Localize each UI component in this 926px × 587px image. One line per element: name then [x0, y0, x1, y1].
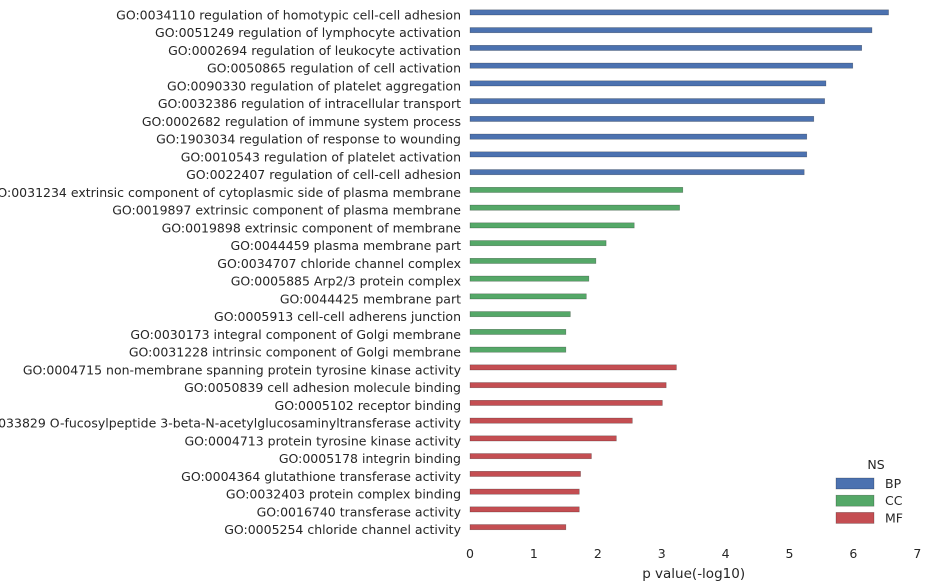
legend-title: NS	[867, 457, 884, 472]
bar-bp	[469, 133, 808, 140]
legend-label-bp: BP	[885, 476, 902, 491]
category-label: GO:0004713 protein tyrosine kinase activ…	[185, 433, 462, 448]
x-tick-label: 0	[466, 546, 474, 561]
category-label: GO:0005885 Arp2/3 protein complex	[231, 274, 461, 289]
category-label: GO:0010543 regulation of platelet activa…	[181, 149, 461, 164]
bar-bp	[469, 116, 815, 122]
category-label: GO:0004364 glutathione transferase activ…	[181, 469, 461, 484]
x-tick-label: 4	[722, 546, 730, 561]
x-tick-label: 3	[658, 546, 666, 561]
bar-cc	[469, 311, 571, 318]
category-label: GO:0022407 regulation of cell-cell adhes…	[186, 167, 461, 182]
bar-cc	[469, 346, 567, 353]
category-label: GO:0005102 receptor binding	[275, 398, 461, 413]
x-tick-label: 1	[530, 546, 538, 561]
x-tick-label: 6	[849, 546, 857, 561]
bar-mf	[469, 382, 667, 389]
x-axis-ticks: 0 1 2 3 4 5 6 7	[466, 546, 921, 561]
bar-mf	[469, 453, 592, 460]
bar-cc	[469, 187, 684, 193]
category-label: GO:0033829 O-fucosylpeptide 3-beta-N-ace…	[0, 416, 462, 431]
category-label: GO:0005178 integrin binding	[279, 451, 461, 466]
category-label: GO:0050865 regulation of cell activation	[207, 61, 461, 76]
category-label: GO:0044459 plasma membrane part	[230, 238, 461, 253]
category-label: GO:0030173 integral component of Golgi m…	[130, 327, 461, 342]
bar-cc	[469, 328, 567, 335]
bar-bp	[469, 169, 805, 176]
bar-bp	[469, 98, 825, 105]
bar-bp	[469, 151, 808, 158]
legend-swatch-mf	[835, 512, 875, 524]
category-label: GO:0090330 regulation of platelet aggreg…	[167, 78, 461, 93]
category-label: GO:0044425 membrane part	[280, 291, 461, 306]
category-label: GO:0050839 cell adhesion molecule bindin…	[184, 380, 461, 395]
bar-bp	[469, 9, 889, 16]
bar-cc	[469, 222, 635, 229]
category-label: GO:0034110 regulation of homotypic cell-…	[116, 7, 461, 22]
category-label: GO:0016740 transferase activity	[257, 504, 462, 519]
bar-cc	[469, 293, 587, 300]
category-label: GO:0019897 extrinsic component of plasma…	[112, 203, 461, 218]
bar-mf	[469, 488, 580, 495]
category-label: GO:0002694 regulation of leukocyte activ…	[168, 43, 461, 58]
category-labels: GO:0034110 regulation of homotypic cell-…	[0, 7, 462, 537]
bar-cc	[469, 240, 607, 247]
bar-bp	[469, 80, 827, 87]
x-tick-label: 5	[786, 546, 794, 561]
legend-swatch-cc	[835, 494, 875, 507]
legend-label-cc: CC	[885, 493, 903, 508]
bar-mf	[469, 470, 581, 477]
bar-bp	[469, 62, 854, 69]
category-label: GO:0032386 regulation of intracellular t…	[158, 96, 461, 111]
bar-mf	[469, 435, 617, 442]
category-label: GO:0032403 protein complex binding	[226, 487, 461, 502]
bar-mf	[469, 524, 567, 531]
bar-bp	[469, 27, 873, 34]
bar-cc	[469, 204, 680, 211]
category-label: GO:1903034 regulation of response to wou…	[156, 132, 461, 147]
category-label: GO:0005254 chloride channel activity	[224, 522, 461, 537]
category-label: GO:0031228 intrinsic component of Golgi …	[129, 345, 461, 360]
category-label: GO:0031234 extrinsic component of cytopl…	[0, 185, 461, 200]
category-label: GO:0051249 regulation of lymphocyte acti…	[155, 25, 461, 40]
bar-bp	[469, 44, 863, 51]
legend-swatch-bp	[835, 477, 875, 490]
category-label: GO:0034707 chloride channel complex	[217, 256, 461, 271]
category-label: GO:0019898 extrinsic component of membra…	[162, 220, 462, 235]
bar-mf	[469, 506, 580, 513]
bar-cc	[469, 275, 590, 282]
bar-mf	[469, 364, 677, 371]
legend-label-mf: MF	[885, 510, 903, 525]
x-tick-label: 7	[913, 546, 921, 561]
bar-mf	[469, 399, 663, 406]
bar-cc	[469, 257, 597, 264]
x-axis-title: p value(-log10)	[642, 566, 745, 582]
bars-layer	[469, 9, 889, 531]
category-label: GO:0004715 non-membrane spanning protein…	[23, 362, 462, 377]
bar-mf	[469, 417, 633, 424]
category-label: GO:0002682 regulation of immune system p…	[142, 114, 461, 129]
x-tick-label: 2	[594, 546, 602, 561]
category-label: GO:0005913 cell-cell adherens junction	[214, 309, 461, 324]
